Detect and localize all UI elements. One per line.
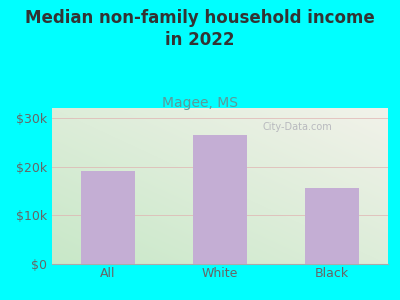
- Text: Median non-family household income
in 2022: Median non-family household income in 20…: [25, 9, 375, 49]
- Bar: [81, 171, 135, 264]
- Bar: [193, 135, 247, 264]
- Bar: [305, 188, 359, 264]
- Text: City-Data.com: City-Data.com: [262, 122, 332, 132]
- Text: Magee, MS: Magee, MS: [162, 96, 238, 110]
